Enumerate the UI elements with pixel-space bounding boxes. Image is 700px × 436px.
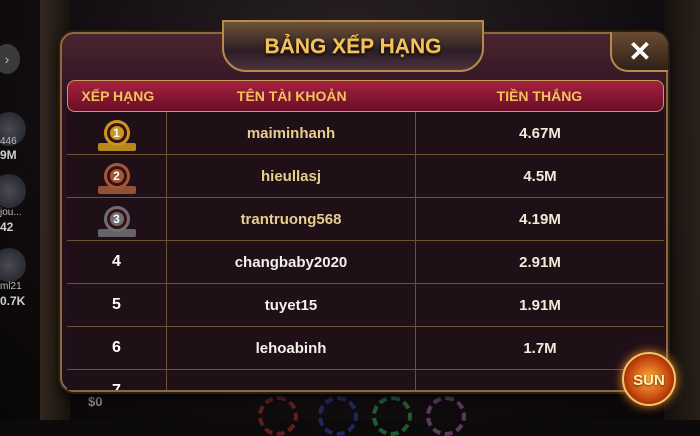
account-cell: trantruong568 — [167, 198, 416, 240]
account-cell: maiminhanh — [167, 112, 416, 154]
avatar — [0, 248, 26, 282]
table-header: XẾP HẠNG TÊN TÀI KHOẢN TIỀN THẮNG — [67, 80, 664, 112]
silver-medal-icon: 3 — [97, 206, 136, 237]
account-cell — [167, 370, 416, 390]
account-cell: changbaby2020 — [167, 241, 416, 283]
sun-logo: SUN — [622, 352, 676, 406]
table-row[interactable]: 2 hieullasj 4.5M — [67, 155, 664, 198]
table-row[interactable]: 1 maiminhanh 4.67M — [67, 112, 664, 155]
winnings-cell: 1.7M — [523, 339, 557, 357]
rank-cell: 1 — [67, 112, 167, 154]
winnings-cell: 4.67M — [519, 124, 561, 142]
side-player-value: 9M — [0, 148, 17, 162]
winnings-cell: 1.91M — [519, 296, 561, 314]
winnings-cell: 4.19M — [519, 210, 561, 228]
winnings-cell: 4.5M — [523, 167, 557, 185]
column-header-rank: XẾP HẠNG — [81, 88, 155, 104]
rank-cell: 5 — [67, 284, 167, 326]
rank-cell: 2 — [67, 155, 167, 197]
chip[interactable] — [258, 396, 298, 436]
table-row[interactable]: 7 — [67, 370, 664, 390]
side-player-name: 446 — [0, 136, 17, 147]
account-cell: tuyet15 — [167, 284, 416, 326]
close-button[interactable]: ✕ — [610, 32, 668, 72]
chip[interactable] — [318, 396, 358, 436]
side-player-name: ml21 — [0, 281, 22, 292]
winnings-cell: 2.91M — [519, 253, 561, 271]
balance: $0 — [88, 394, 103, 409]
table-row[interactable]: 3 trantruong568 4.19M — [67, 198, 664, 241]
leaderboard-table: XẾP HẠNG TÊN TÀI KHOẢN TIỀN THẮNG 1 maimi… — [67, 80, 664, 390]
account-cell: lehoabinh — [167, 327, 416, 369]
chip[interactable] — [372, 396, 412, 436]
table-row[interactable]: 4 changbaby2020 2.91M — [67, 241, 664, 284]
column-header-winnings: TIỀN THẮNG — [496, 88, 583, 104]
side-player-value: 0.7K — [0, 294, 26, 308]
rank-cell: 4 — [67, 241, 167, 283]
table-row[interactable]: 5 tuyet15 1.91M — [67, 284, 664, 327]
avatar — [0, 112, 26, 146]
table-row[interactable]: 6 lehoabinh 1.7M — [67, 327, 664, 370]
rank-cell: 3 — [67, 198, 167, 240]
account-cell: hieullasj — [167, 155, 416, 197]
side-player-value: 42 — [0, 220, 14, 234]
chip[interactable] — [426, 396, 466, 436]
chevron-right-icon[interactable]: › — [0, 44, 20, 74]
gold-medal-icon: 1 — [97, 120, 136, 151]
modal-title: BẢNG XẾP HẠNG — [222, 20, 484, 72]
bronze-medal-icon: 2 — [97, 163, 136, 194]
side-player-name: jou... — [0, 207, 22, 218]
rank-cell: 6 — [67, 327, 167, 369]
rank-cell: 7 — [67, 370, 167, 390]
avatar — [0, 174, 26, 208]
right-frame — [664, 0, 700, 420]
column-header-account: TÊN TÀI KHOẢN — [236, 88, 347, 104]
